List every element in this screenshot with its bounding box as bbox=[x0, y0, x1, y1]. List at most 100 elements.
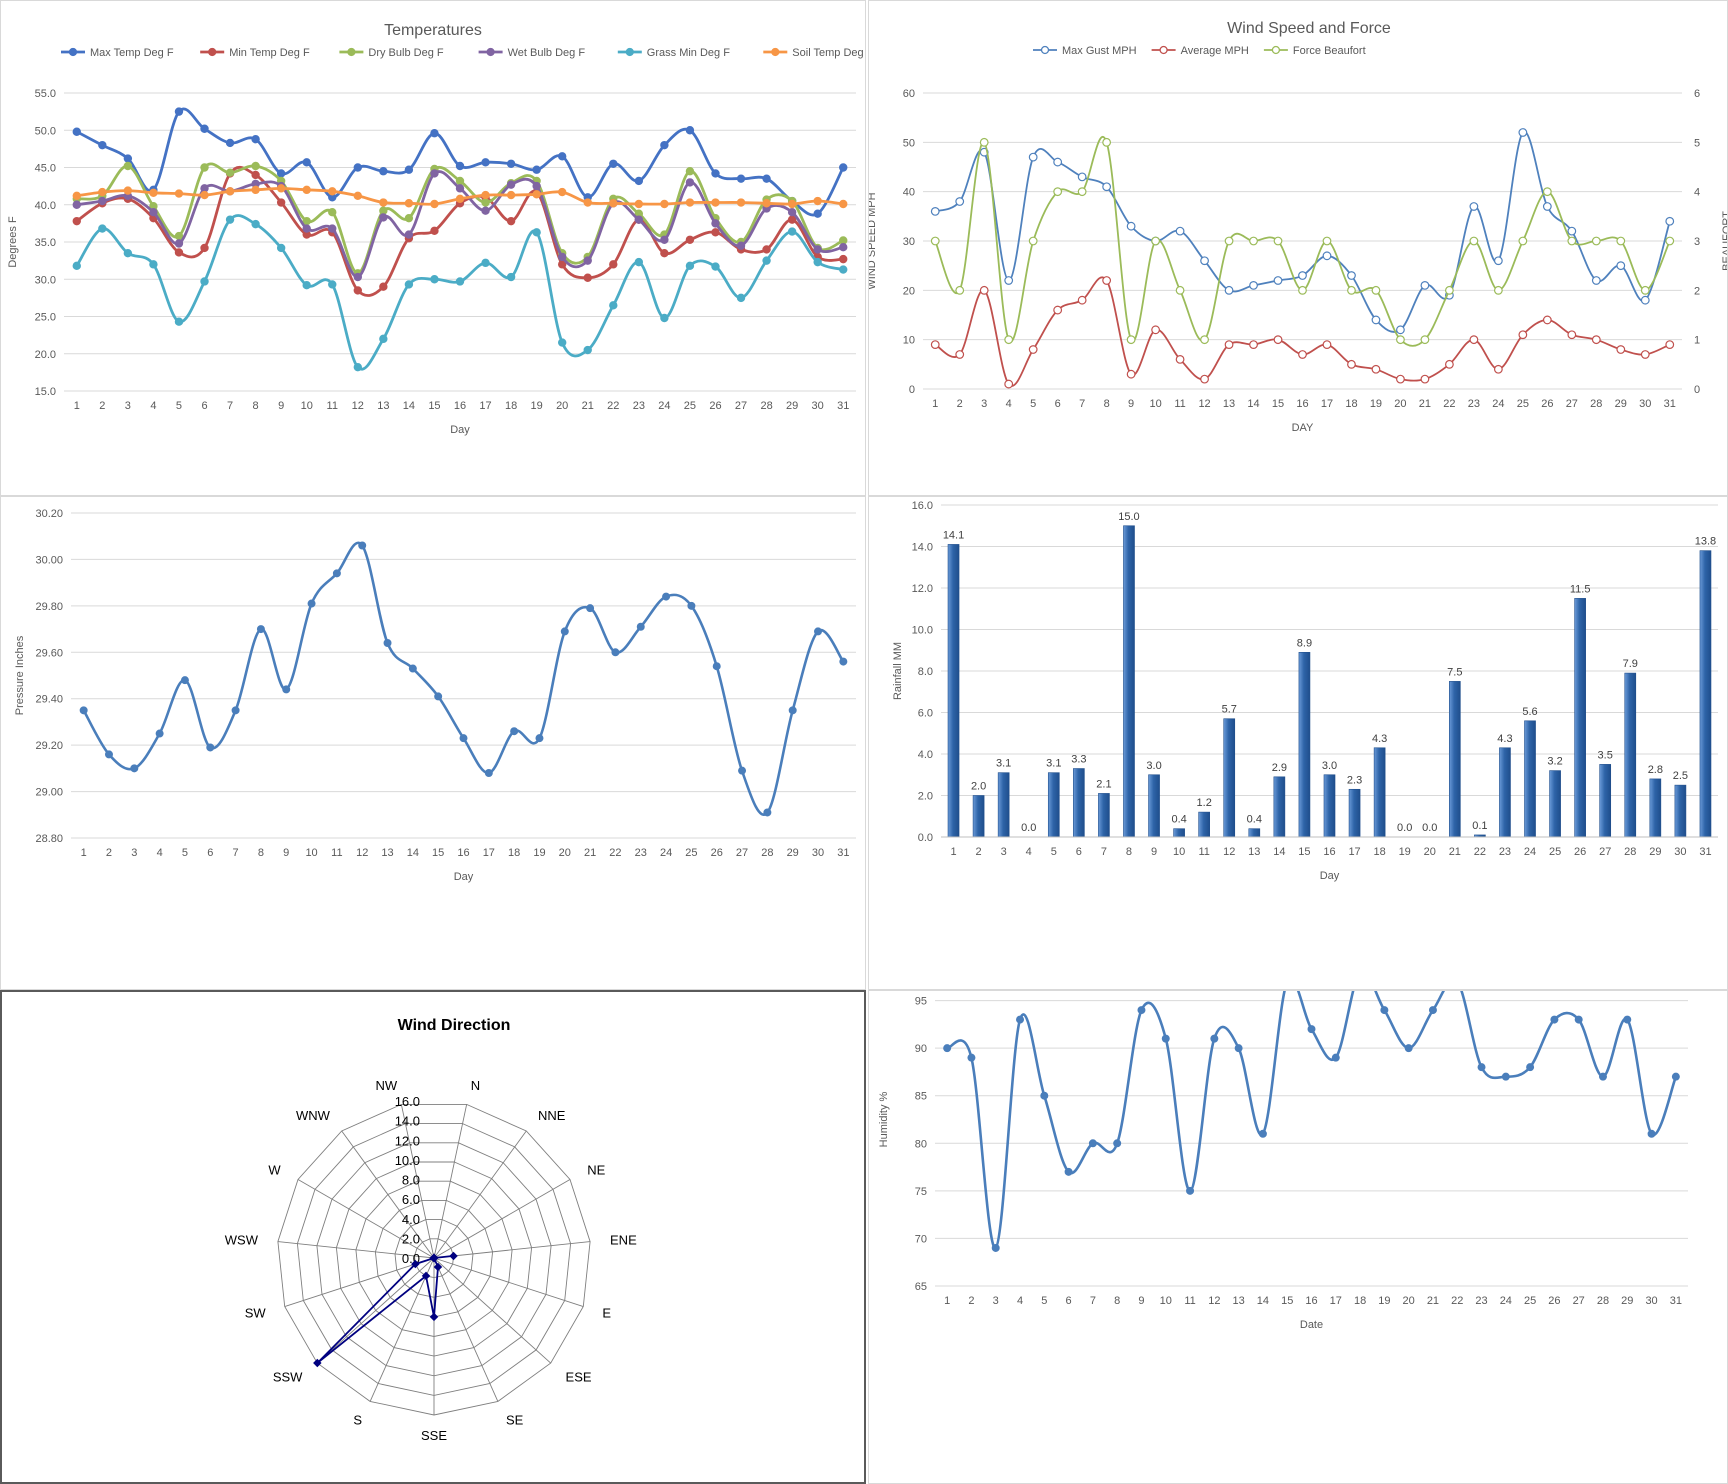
x-tick-label: 25 bbox=[1524, 1295, 1536, 1307]
y-tick-label: 40.0 bbox=[35, 200, 56, 212]
data-point bbox=[332, 569, 341, 578]
data-point bbox=[1396, 335, 1405, 345]
radar-category-label: SW bbox=[245, 1306, 267, 1321]
data-point bbox=[1428, 1006, 1437, 1015]
x-tick-label: 5 bbox=[182, 847, 188, 859]
x-tick-label: 30 bbox=[1645, 1295, 1657, 1307]
data-point bbox=[506, 190, 516, 200]
radar-data-point bbox=[433, 1262, 443, 1272]
data-label: 2.1 bbox=[1096, 778, 1111, 790]
data-point bbox=[1477, 1063, 1486, 1072]
data-label: 0.0 bbox=[1021, 822, 1036, 834]
legend-marker bbox=[347, 47, 356, 57]
data-point bbox=[1591, 335, 1601, 345]
x-tick-label: 7 bbox=[233, 847, 239, 859]
radar-category-label: SSW bbox=[273, 1369, 303, 1384]
data-point bbox=[1371, 285, 1381, 295]
data-point bbox=[712, 662, 721, 671]
y-tick-label: 35.0 bbox=[35, 237, 56, 249]
data-point bbox=[1640, 295, 1650, 305]
bar bbox=[1499, 747, 1511, 838]
data-point bbox=[1616, 261, 1626, 271]
y-tick-label: 65 bbox=[915, 1281, 927, 1293]
data-point bbox=[200, 163, 209, 172]
data-point bbox=[583, 256, 592, 265]
x-tick-label: 17 bbox=[1330, 1295, 1342, 1307]
x-tick-label: 8 bbox=[1126, 846, 1132, 858]
data-point bbox=[1493, 364, 1503, 374]
x-tick-label: 4 bbox=[1026, 846, 1032, 858]
bar bbox=[1198, 811, 1210, 838]
radar-spoke bbox=[284, 1257, 435, 1307]
data-point bbox=[1574, 1015, 1583, 1024]
y-axis-label: WIND SPEED MPH bbox=[869, 192, 878, 289]
x-tick-label: 18 bbox=[505, 400, 517, 412]
data-label: 3.5 bbox=[1598, 749, 1613, 761]
x-tick-label: 11 bbox=[1184, 1295, 1195, 1307]
x-tick-label: 10 bbox=[1173, 846, 1185, 858]
legend-marker bbox=[625, 47, 634, 57]
data-point bbox=[481, 206, 490, 215]
data-point bbox=[130, 764, 139, 773]
data-point bbox=[736, 174, 746, 183]
data-label: 3.3 bbox=[1071, 754, 1086, 766]
data-point bbox=[1028, 345, 1038, 354]
x-tick-label: 16 bbox=[454, 400, 466, 412]
data-point bbox=[1526, 1063, 1535, 1072]
data-point bbox=[979, 285, 989, 295]
data-point bbox=[408, 664, 417, 673]
x-tick-label: 6 bbox=[1066, 1295, 1072, 1307]
data-point bbox=[1420, 335, 1430, 345]
data-point bbox=[1445, 285, 1454, 295]
data-label: 0.0 bbox=[1422, 822, 1437, 834]
y-tick-label: 16.0 bbox=[912, 500, 933, 512]
radar-data-point bbox=[421, 1271, 431, 1281]
x-tick-label: 16 bbox=[1323, 846, 1335, 858]
data-point bbox=[685, 198, 695, 207]
x-tick-label: 26 bbox=[711, 847, 723, 859]
x-tick-label: 14 bbox=[1273, 846, 1285, 858]
wind-direction-chart: Wind Direction N NNE NE ENE E ESE SE SSE S SSW SW WS… bbox=[225, 1017, 637, 1443]
data-label: 3.0 bbox=[1322, 760, 1337, 772]
legend-marker bbox=[208, 47, 217, 57]
data-point bbox=[302, 158, 311, 167]
data-point bbox=[256, 625, 265, 634]
y-tick-label: 29.00 bbox=[35, 787, 63, 799]
data-label: 5.7 bbox=[1222, 704, 1237, 716]
data-point bbox=[506, 272, 516, 282]
radar-spoke bbox=[433, 1241, 591, 1259]
bar bbox=[1073, 768, 1085, 838]
data-point bbox=[1307, 1025, 1316, 1034]
x-tick-label: 27 bbox=[1566, 398, 1578, 410]
x-tick-label: 3 bbox=[981, 398, 987, 410]
data-point bbox=[1347, 271, 1356, 280]
data-point bbox=[251, 134, 260, 144]
x-tick-label: 17 bbox=[1321, 398, 1333, 410]
x-tick-label: 27 bbox=[1573, 1295, 1585, 1307]
bar bbox=[1148, 774, 1160, 838]
y-tick-label: 95 bbox=[915, 996, 927, 1008]
data-point bbox=[762, 245, 771, 254]
y-right-tick-label: 6 bbox=[1694, 88, 1700, 100]
x-tick-label: 14 bbox=[1257, 1295, 1269, 1307]
data-label: 7.5 bbox=[1447, 666, 1462, 678]
data-point bbox=[636, 622, 645, 631]
data-point bbox=[814, 627, 823, 636]
data-point bbox=[328, 207, 337, 217]
x-tick-label: 18 bbox=[1374, 846, 1386, 858]
x-tick-label: 19 bbox=[1370, 398, 1382, 410]
y-axis-label: Pressure Inches bbox=[14, 635, 26, 715]
radar-spoke bbox=[400, 1104, 435, 1259]
data-point bbox=[379, 334, 388, 344]
data-point bbox=[1004, 276, 1014, 285]
y-tick-label: 4.0 bbox=[918, 749, 933, 761]
data-point bbox=[353, 286, 363, 295]
radar-ring bbox=[296, 1123, 572, 1396]
data-point bbox=[967, 1053, 976, 1062]
data-point bbox=[1671, 1072, 1680, 1081]
legend-marker bbox=[1271, 45, 1281, 55]
y-axis-label: Degrees F bbox=[7, 216, 19, 268]
data-point bbox=[736, 241, 746, 250]
data-point bbox=[1175, 355, 1185, 364]
x-tick-label: 23 bbox=[1468, 398, 1480, 410]
